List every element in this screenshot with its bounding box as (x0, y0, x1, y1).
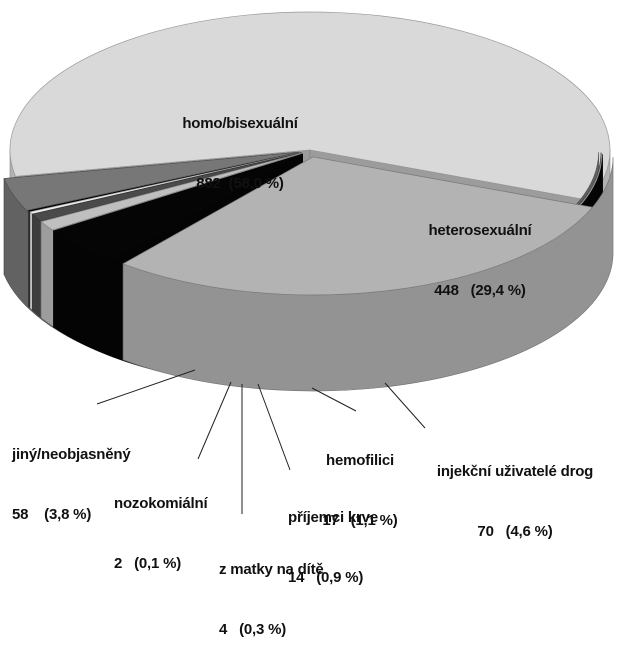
slice-value: 2 (114, 555, 123, 572)
slice-name: nozokomiální (114, 495, 208, 512)
slice-label-heterosexual: heterosexuální 448 (29,4 %) (395, 181, 565, 321)
slice-name: injekční uživatelé drog (436, 463, 594, 480)
slice-value: 58 (12, 506, 29, 523)
pie-slice-0-top (9, 11, 611, 201)
slice-label-other-unexplained: jiný/neobjasněný 58 (3,8 %) (12, 405, 131, 545)
slice-label-mother-to-child: z matky na dítě 4 (0,3 %) (219, 520, 324, 660)
pie-slice-1-top (122, 156, 594, 296)
slice-name: hemofilici (325, 452, 394, 469)
slice-name: z matky na dítě (219, 561, 324, 578)
slice-name: heterosexuální (428, 222, 532, 239)
slice-label-hemophiliacs: hemofilici 17 (1,1 %) (305, 411, 415, 551)
pie-chart (3, 11, 614, 514)
slice-percent: (58,0 %) (228, 175, 284, 192)
slice-value: 70 (477, 523, 494, 540)
slice-value: 448 (434, 282, 459, 299)
slice-value: 17 (322, 512, 339, 529)
slice-percent: (29,4 %) (470, 282, 526, 299)
leader-line (384, 382, 426, 429)
slice-name: příjemci krve (288, 509, 378, 526)
slice-value: 4 (219, 621, 228, 638)
slice-label-homo-bisexual: homo/bisexuální 882 (58,0 %) (150, 74, 330, 214)
pie-slice-7-top (3, 151, 299, 211)
pie-slice-3-top (40, 152, 302, 231)
slice-percent: (4,6 %) (505, 523, 553, 540)
slice-value: 882 (196, 175, 221, 192)
pie-slice-2-top (52, 153, 303, 262)
pie-slice-4-top (31, 152, 302, 222)
slice-percent: (0,1 %) (134, 555, 182, 572)
slice-name: jiný/neobjasněný (12, 446, 131, 463)
slice-name: homo/bisexuální (182, 115, 298, 132)
leader-line (96, 369, 196, 405)
slice-percent: (3,8 %) (44, 506, 92, 523)
leader-line (257, 383, 291, 471)
leader-line (197, 381, 232, 460)
slice-percent: (1,1 %) (350, 512, 398, 529)
leader-line (311, 387, 357, 412)
slice-percent: (0,3 %) (239, 621, 287, 638)
slice-label-injection-drug-users: injekční uživatelé drog 70 (4,6 %) (425, 422, 605, 562)
